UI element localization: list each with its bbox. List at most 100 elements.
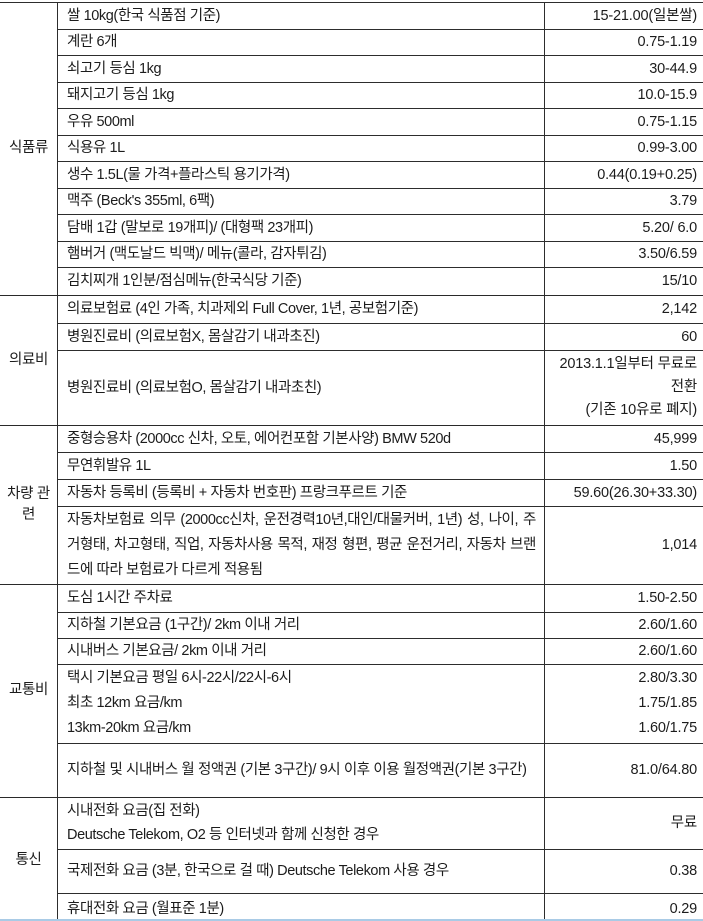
table-row: 식용유 1L 0.99-3.00 <box>58 135 703 162</box>
price-cell: 0.38 <box>544 849 703 893</box>
table-section: 통신 시내전화 요금(집 전화) Deutsche Telekom, O2 등 인터… <box>0 797 703 921</box>
item-cell: 시내버스 기본요금/ 2km 이내 거리 <box>58 639 544 664</box>
price-text: 전환 <box>670 378 697 395</box>
table-row: 택시 기본요금 평일 6시-22시/22시-6시 최초 12km 요금/km 13k… <box>58 664 703 744</box>
price-cell: 무료 <box>544 797 703 849</box>
price-cell: 0.99-3.00 <box>544 135 703 161</box>
price-text: 0.75-1.15 <box>637 113 698 130</box>
price-cell: 3.50/6.59 <box>544 241 703 267</box>
item-cell: 생수 1.5L(물 가격+플라스틱 용기가격) <box>58 162 544 188</box>
table-row: 지하철 기본요금 (1구간)/ 2km 이내 거리 2.60/1.60 <box>58 612 703 639</box>
price-text: 10.0-15.9 <box>637 87 698 104</box>
price-cell: 59.60(26.30+33.30) <box>544 479 703 506</box>
price-cell: 45,999 <box>544 425 703 452</box>
price-text: 1.50 <box>669 457 698 474</box>
price-text: 2013.1.1일부터 무료로 <box>559 355 697 372</box>
price-text: 81.0/64.80 <box>630 762 697 778</box>
price-text: 60 <box>681 328 697 345</box>
price-cell: 3.79 <box>544 188 703 214</box>
price-text: 0.44(0.19+0.25) <box>597 166 697 183</box>
price-text: 1.50-2.50 <box>637 590 698 606</box>
price-text: 0.75-1.19 <box>637 34 698 51</box>
price-text: 1,014 <box>661 537 697 553</box>
table-row: 시내버스 기본요금/ 2km 이내 거리 2.60/1.60 <box>58 638 703 665</box>
item-cell: 식용유 1L <box>58 136 544 162</box>
item-cell: 도심 1시간 주차료 <box>58 585 544 612</box>
price-text: 무료 <box>670 815 697 831</box>
table-row: 중형승용차 (2000cc 신차, 오토, 에어컨포함 기본사양) BMW 52… <box>58 425 703 453</box>
table-section: 차량 관련 중형승용차 (2000cc 신차, 오토, 에어컨포함 기본사양) B… <box>0 425 703 585</box>
item-cell: 병원진료비 (의료보험X, 몸살감기 내과초진) <box>58 324 544 350</box>
item-text: 쌀 10kg(한국 식품점 기준) <box>67 7 221 24</box>
item-text: Deutsche Telekom, O2 등 인터넷과 함께 신청한 경우 <box>67 827 379 843</box>
item-cell: 계란 6개 <box>58 30 544 56</box>
item-text: 병원진료비 (의료보험X, 몸살감기 내과초진) <box>67 328 320 345</box>
item-text: 자동차 등록비 (등록비 + 자동차 번호판) 프랑크푸르트 기준 <box>67 484 407 501</box>
price-cell: 2,142 <box>544 295 703 323</box>
item-cell: 병원진료비 (의료보험O, 몸살감기 내과초친) <box>58 351 544 425</box>
price-cell: 0.75-1.15 <box>544 109 703 135</box>
item-cell: 의료보험료 (4인 가족, 치과제외 Full Cover, 1년, 공보험기준… <box>58 296 544 323</box>
item-cell: 우유 500ml <box>58 109 544 135</box>
item-cell: 담배 1갑 (말보로 19개피)/ (대형팩 23개피) <box>58 215 544 241</box>
item-cell: 택시 기본요금 평일 6시-22시/22시-6시 최초 12km 요금/km 13k… <box>58 665 544 743</box>
price-cell: 2.60/1.60 <box>544 612 703 638</box>
item-text: 식용유 1L <box>67 140 125 157</box>
item-text: 햄버거 (맥도날드 빅맥)/ 메뉴(콜라, 감자튀김) <box>67 246 327 263</box>
item-cell: 김치찌개 1인분/점심메뉴(한국식당 기준) <box>58 268 544 295</box>
table-row: 무연휘발유 1L 1.50 <box>58 452 703 480</box>
table-row: 지하철 및 시내버스 월 정액권 (기본 3구간)/ 9시 이후 이용 월정액권… <box>58 743 703 797</box>
item-cell: 지하철 기본요금 (1구간)/ 2km 이내 거리 <box>58 613 544 638</box>
table-row: 계란 6개 0.75-1.19 <box>58 29 703 56</box>
price-text: (기존 10유로 폐지) <box>585 402 698 419</box>
price-cell: 1.50-2.50 <box>544 584 703 612</box>
price-text: 30-44.9 <box>649 60 697 77</box>
price-text: 5.20/ 6.0 <box>642 219 697 236</box>
category-label: 통신 <box>0 797 58 921</box>
item-cell: 자동차보험료 의무 (2000cc신차, 운전경력10년,대인/대물커버, 1년… <box>58 507 544 584</box>
item-cell: 돼지고기 등심 1kg <box>58 83 544 109</box>
item-cell: 자동차 등록비 (등록비 + 자동차 번호판) 프랑크푸르트 기준 <box>58 480 544 506</box>
category-label: 차량 관련 <box>0 425 58 584</box>
price-text: 2.80/3.30 <box>638 670 697 686</box>
item-text: 지하철 기본요금 (1구간)/ 2km 이내 거리 <box>67 617 300 633</box>
price-cell: 60 <box>544 323 703 350</box>
price-text: 45,999 <box>653 430 697 447</box>
price-cell: 1.50 <box>544 452 703 479</box>
item-text: 쇠고기 등심 1kg <box>67 60 162 77</box>
table-row: 도심 1시간 주차료 1.50-2.50 <box>58 584 703 613</box>
table-row: 쇠고기 등심 1kg 30-44.9 <box>58 56 703 83</box>
category-label: 식품류 <box>0 3 58 295</box>
item-text: 계란 6개 <box>67 34 118 51</box>
table-row: 자동차 등록비 (등록비 + 자동차 번호판) 프랑크푸르트 기준 59.60(2… <box>58 479 703 507</box>
table-row: 담배 1갑 (말보로 19개피)/ (대형팩 23개피) 5.20/ 6.0 <box>58 215 703 242</box>
price-text: 1.75/1.85 <box>638 695 697 711</box>
item-text: 시내전화 요금(집 전화) <box>67 803 200 819</box>
item-text: 지하철 및 시내버스 월 정액권 (기본 3구간)/ 9시 이후 이용 월정액권… <box>67 761 527 778</box>
price-cell: 2.60/1.60 <box>544 638 703 664</box>
table-row: 국제전화 요금 (3분, 한국으로 걸 때) Deutsche Telekom … <box>58 849 703 894</box>
price-text: 3.50/6.59 <box>638 246 697 263</box>
item-text: 병원진료비 (의료보험O, 몸살감기 내과초친) <box>67 379 322 396</box>
table-section: 의료비 의료보험료 (4인 가족, 치과제외 Full Cover, 1년, 공보… <box>0 295 703 426</box>
item-text: 김치찌개 1인분/점심메뉴(한국식당 기준) <box>67 273 302 290</box>
price-cell: 0.44(0.19+0.25) <box>544 162 703 188</box>
price-cell: 0.75-1.19 <box>544 29 703 55</box>
table-row: 생수 1.5L(물 가격+플라스틱 용기가격) 0.44(0.19+0.25) <box>58 162 703 189</box>
item-text: 최초 12km 요금/km <box>67 695 183 711</box>
item-cell: 시내전화 요금(집 전화) Deutsche Telekom, O2 등 인터넷과… <box>58 798 544 849</box>
item-cell: 국제전화 요금 (3분, 한국으로 걸 때) Deutsche Telekom … <box>58 850 544 893</box>
table-row: 김치찌개 1인분/점심메뉴(한국식당 기준) 15/10 <box>58 268 703 295</box>
table-row: 시내전화 요금(집 전화) Deutsche Telekom, O2 등 인터넷과… <box>58 797 703 850</box>
price-text: 59.60(26.30+33.30) <box>573 484 698 501</box>
table-row: 돼지고기 등심 1kg 10.0-15.9 <box>58 82 703 109</box>
item-text: 택시 기본요금 평일 6시-22시/22시-6시 <box>67 670 292 686</box>
price-cell: 15-21.00(일본쌀) <box>544 3 703 29</box>
price-text: 2,142 <box>661 301 697 317</box>
price-text: 1.60/1.75 <box>638 720 697 736</box>
item-text: 휴대전화 요금 (월표준 1분) <box>67 900 224 917</box>
price-cell: 30-44.9 <box>544 56 703 82</box>
table-row: 의료보험료 (4인 가족, 치과제외 Full Cover, 1년, 공보험기준… <box>58 295 703 324</box>
